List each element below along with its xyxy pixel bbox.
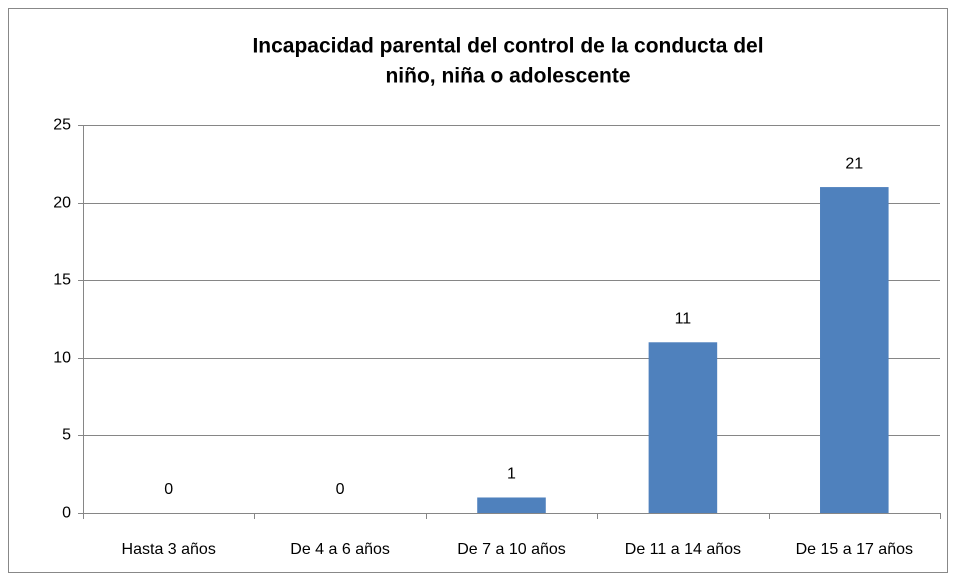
value-label: 0: [164, 481, 173, 498]
y-tick-label: 15: [53, 272, 71, 289]
value-label: 0: [336, 481, 345, 498]
bar: [477, 497, 546, 513]
value-label: 21: [845, 155, 863, 172]
x-tick-label: De 7 a 10 años: [457, 541, 566, 558]
y-tick-label: 25: [53, 117, 71, 134]
chart-title: niño, niña o adolescente: [385, 65, 630, 88]
y-tick-label: 10: [53, 350, 71, 367]
bar: [820, 187, 889, 513]
y-tick-label: 20: [53, 195, 71, 212]
value-label: 11: [675, 310, 692, 327]
chart-frame: [8, 8, 948, 573]
chart-title: Incapacidad parental del control de la c…: [252, 35, 763, 58]
y-tick-label: 5: [62, 427, 71, 444]
x-tick-label: De 15 a 17 años: [796, 541, 913, 558]
x-tick-label: Hasta 3 años: [122, 541, 216, 558]
bar: [648, 342, 718, 513]
x-tick-label: De 11 a 14 años: [625, 541, 741, 558]
value-label: 1: [507, 466, 516, 483]
y-tick-label: 0: [62, 505, 71, 522]
x-tick-label: De 4 a 6 años: [290, 541, 390, 558]
